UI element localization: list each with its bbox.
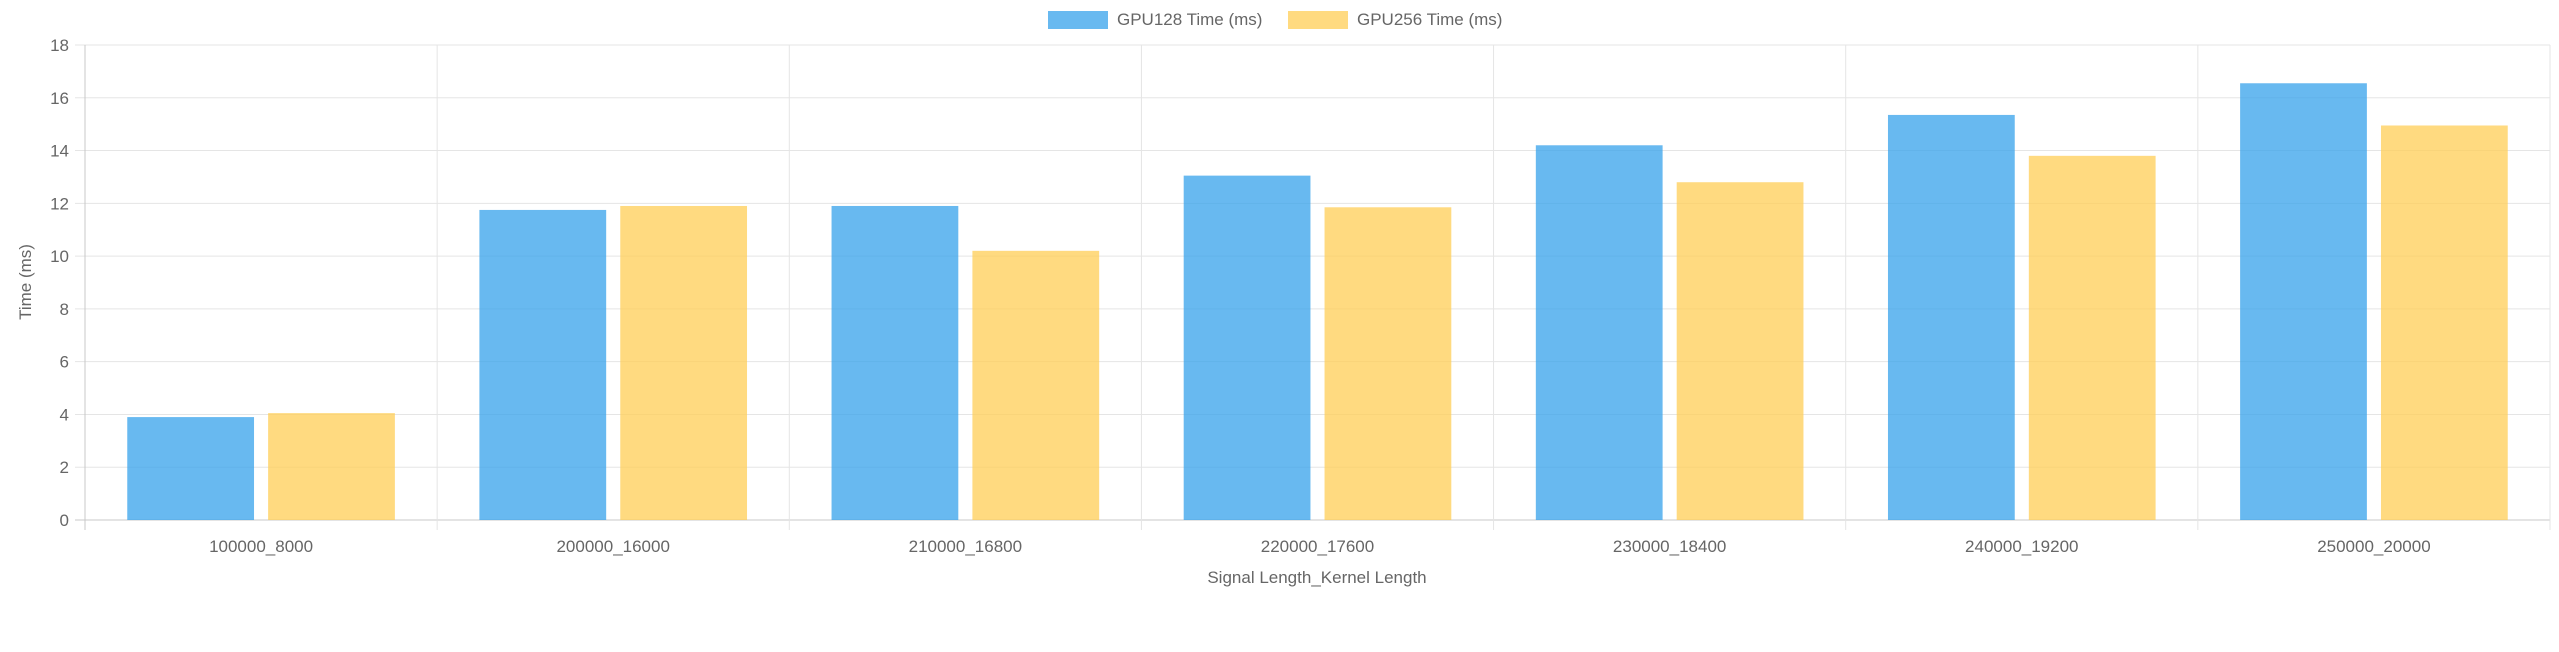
y-tick-label: 18	[50, 36, 69, 55]
bar-gpu256[interactable]	[2028, 155, 2156, 521]
x-tick-label: 210000_16800	[909, 537, 1022, 556]
bar-gpu128[interactable]	[1887, 114, 2015, 521]
x-tick-label: 200000_16000	[556, 537, 669, 556]
y-axis-label: Time (ms)	[16, 244, 35, 320]
x-tick-label: 250000_20000	[2317, 537, 2430, 556]
y-tick-label: 4	[60, 405, 69, 424]
y-tick-label: 8	[60, 300, 69, 319]
bar-gpu256[interactable]	[268, 413, 395, 520]
legend-swatch-gpu128[interactable]	[1048, 11, 1108, 29]
bar-gpu128[interactable]	[2240, 83, 2367, 520]
grid-lines	[75, 44, 2551, 530]
x-axis-ticks: 100000_8000 200000_16000 210000_16800 22000…	[209, 537, 2431, 556]
legend: GPU128 Time (ms) GPU256 Time (ms)	[1048, 10, 1502, 29]
bar-gpu128[interactable]	[127, 417, 255, 520]
legend-label-gpu128[interactable]: GPU128 Time (ms)	[1117, 10, 1262, 29]
y-tick-label: 6	[60, 353, 69, 372]
y-tick-label: 2	[60, 458, 69, 477]
bar-gpu128[interactable]	[1183, 175, 1311, 520]
legend-label-gpu256[interactable]: GPU256 Time (ms)	[1357, 10, 1502, 29]
y-tick-label: 0	[60, 511, 69, 530]
bar-gpu128[interactable]	[831, 205, 959, 520]
legend-swatch-gpu256[interactable]	[1288, 11, 1348, 29]
y-tick-label: 16	[50, 89, 69, 108]
y-axis-ticks: 0 2 4 6 8 10 12 14 16 18	[50, 36, 69, 530]
y-tick-label: 12	[50, 194, 69, 213]
x-tick-label: 230000_18400	[1613, 537, 1726, 556]
bar-gpu256[interactable]	[1676, 182, 1804, 520]
bar-gpu256[interactable]	[972, 250, 1100, 521]
x-tick-label: 100000_8000	[209, 537, 313, 556]
bar-gpu256[interactable]	[620, 205, 748, 520]
bar-gpu256[interactable]	[2380, 125, 2508, 520]
x-axis-label: Signal Length_Kernel Length	[1207, 568, 1426, 587]
y-tick-label: 10	[50, 247, 69, 266]
bar-gpu128[interactable]	[479, 209, 607, 521]
bar-gpu256[interactable]	[1324, 207, 1452, 520]
bar-gpu128[interactable]	[1535, 145, 1663, 520]
y-tick-label: 14	[50, 142, 69, 161]
x-tick-label: 240000_19200	[1965, 537, 2078, 556]
bars	[127, 83, 2508, 521]
x-tick-label: 220000_17600	[1261, 537, 1374, 556]
